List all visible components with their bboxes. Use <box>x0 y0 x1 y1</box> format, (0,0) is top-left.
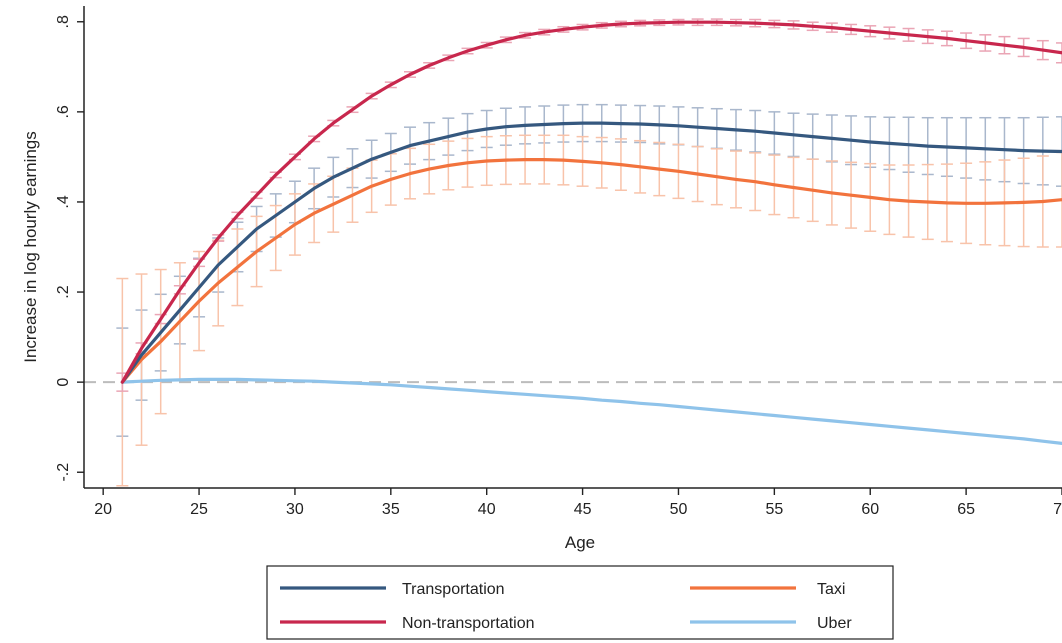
x-axis-title: Age <box>565 533 595 552</box>
legend-label: Non-transportation <box>402 615 535 632</box>
x-tick-label: 55 <box>765 501 783 518</box>
x-tick-label: 40 <box>478 501 496 518</box>
legend-box <box>266 565 894 640</box>
y-tick-layer: -.2 0 .2 .4 .6 .8 <box>55 15 84 482</box>
legend-item-non-transportation: Non-transportation <box>280 615 535 632</box>
y-tick-label: .4 <box>55 195 72 208</box>
x-tick-label: 70 <box>1053 501 1062 518</box>
y-tick-label: 0 <box>55 378 72 387</box>
x-tick-label: 25 <box>190 501 208 518</box>
x-tick-label: 65 <box>957 501 975 518</box>
legend-items: Transportation Taxi Non-transportation Uber <box>280 581 852 632</box>
x-tick-label: 45 <box>574 501 592 518</box>
y-tick-label: -.2 <box>55 463 72 482</box>
y-tick-label: .6 <box>55 105 72 118</box>
x-tick-label: 30 <box>286 501 304 518</box>
y-tick-label: .2 <box>55 285 72 298</box>
series-line-transportation <box>120 121 1062 384</box>
ci-bars-transportation <box>116 103 1062 437</box>
legend-item-taxi: Taxi <box>690 581 845 598</box>
series-line-layer <box>120 20 1062 445</box>
legend-label: Uber <box>817 615 852 632</box>
axes: 2025303540455055606570 -.20.2.4.6.8 Age … <box>21 6 1062 552</box>
legend-item-uber: Uber <box>690 615 852 632</box>
series-line-taxi <box>120 158 1062 384</box>
x-tick-label: 50 <box>670 501 688 518</box>
x-tick-label: 20 <box>94 501 112 518</box>
ci-bars-non-transportation <box>116 18 1062 392</box>
legend: Transportation Taxi Non-transportation Uber <box>266 565 894 640</box>
x-tick-layer: 20 25 30 35 40 45 50 55 60 65 70 <box>94 488 1062 518</box>
plot-area <box>84 18 1062 487</box>
legend-item-transportation: Transportation <box>280 581 505 598</box>
legend-label: Taxi <box>817 581 845 598</box>
legend-label: Transportation <box>402 581 505 598</box>
series-line-non-transportation <box>120 20 1062 384</box>
y-axis-title: Increase in log hourly earnings <box>21 131 40 363</box>
x-tick-label: 60 <box>861 501 879 518</box>
ci-bars-taxi <box>116 134 1062 487</box>
series-line-uber <box>120 377 1062 445</box>
y-tick-label: .8 <box>55 15 72 28</box>
confidence-interval-layer <box>116 18 1062 487</box>
x-tick-label: 35 <box>382 501 400 518</box>
